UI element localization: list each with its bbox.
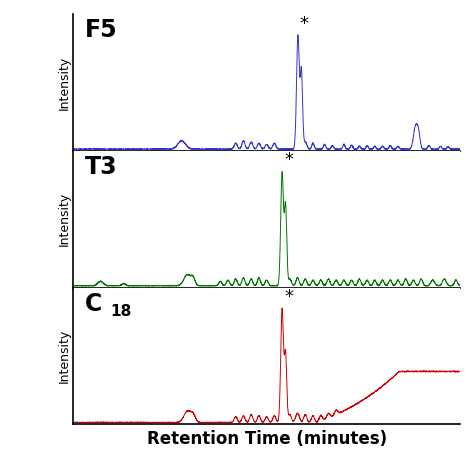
Text: *: * xyxy=(284,151,293,169)
X-axis label: Retention Time (minutes): Retention Time (minutes) xyxy=(146,430,387,448)
Y-axis label: Intensity: Intensity xyxy=(58,192,71,246)
Text: *: * xyxy=(300,15,309,33)
Text: 18: 18 xyxy=(110,304,132,319)
Y-axis label: Intensity: Intensity xyxy=(58,329,71,383)
Y-axis label: Intensity: Intensity xyxy=(58,55,71,109)
Text: F5: F5 xyxy=(85,18,118,42)
Text: *: * xyxy=(284,288,293,306)
Text: T3: T3 xyxy=(85,155,118,179)
Text: C: C xyxy=(85,292,102,316)
